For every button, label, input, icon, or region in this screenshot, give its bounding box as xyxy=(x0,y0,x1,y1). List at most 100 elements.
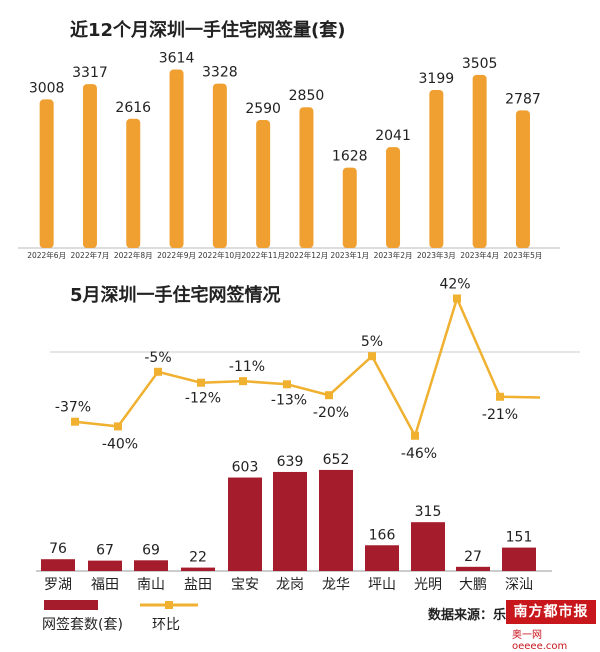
district-bar-10 xyxy=(456,566,490,571)
x-tick-label-11: 2023年4月 xyxy=(460,250,499,260)
district-bar-8 xyxy=(365,545,399,571)
line-point-10 xyxy=(453,294,461,303)
bar-value-label-7: 2850 xyxy=(289,88,325,104)
district-value-label-8: 166 xyxy=(369,527,396,543)
bar-12 xyxy=(515,110,530,248)
bar-10 xyxy=(429,89,444,249)
district-tick-label-8: 坪山 xyxy=(368,577,396,593)
x-tick-label-12: 2023年5月 xyxy=(504,250,543,260)
line-point-8 xyxy=(368,352,376,361)
district-bar-chart: 76 罗湖 67 福田 69 南山 22 盐田 603 宝安 639 龙岗 652 龙华 166 坪山 315 光… xyxy=(36,452,552,593)
mom-series-line xyxy=(74,294,541,439)
bar-4 xyxy=(169,69,184,248)
data-source: 数据来源：乐有 xyxy=(428,608,520,623)
bar-1 xyxy=(39,99,54,248)
bar-value-label-6: 2590 xyxy=(245,101,281,117)
bar-value-label-9: 2041 xyxy=(375,128,411,144)
bar-7 xyxy=(299,107,314,249)
district-value-label-6: 639 xyxy=(277,454,304,470)
line-point-7 xyxy=(325,391,333,400)
line-point-11 xyxy=(496,392,504,401)
district-value-label-11: 151 xyxy=(506,530,533,546)
district-bar-9 xyxy=(411,522,445,571)
line-point-4 xyxy=(197,378,205,387)
line-value-label-8: 5% xyxy=(361,334,383,350)
district-bar-3 xyxy=(134,560,168,571)
line-value-label-2: -40% xyxy=(102,436,138,452)
district-value-label-1: 76 xyxy=(49,541,67,557)
district-value-label-10: 27 xyxy=(464,549,482,565)
district-bar-4 xyxy=(181,567,215,571)
district-tick-label-2: 福田 xyxy=(91,577,119,593)
monthly-bar-chart: 3008 2022年6月 3317 2022年7月 2616 2022年8月 3614 202… xyxy=(18,50,560,260)
district-bar-7 xyxy=(319,469,353,571)
x-tick-label-8: 2023年1月 xyxy=(330,250,369,260)
district-tick-label-7: 龙华 xyxy=(322,577,350,593)
legend-bar-swatch xyxy=(44,600,98,610)
bar-value-label-5: 3328 xyxy=(202,65,238,81)
district-bar-1 xyxy=(41,559,75,571)
district-bar-11 xyxy=(502,547,536,571)
district-bar-5 xyxy=(228,477,262,571)
legend-line-label: 环比 xyxy=(152,617,180,633)
district-tick-label-4: 盐田 xyxy=(184,577,212,593)
x-tick-label-4: 2022年9月 xyxy=(157,250,196,260)
bar-8 xyxy=(342,167,357,248)
bar-value-label-1: 3008 xyxy=(29,80,65,96)
line-value-label-4: -12% xyxy=(185,391,221,407)
chart-title-district: 5月深圳一手住宅网签情况 xyxy=(70,285,281,306)
district-value-label-4: 22 xyxy=(189,550,207,566)
district-value-label-2: 67 xyxy=(96,543,114,559)
district-tick-label-9: 光明 xyxy=(414,577,442,593)
bar-11 xyxy=(472,74,487,248)
line-value-label-5: -11% xyxy=(229,359,265,375)
line-value-label-1: -37% xyxy=(55,400,91,416)
newspaper-logo: 南方都市报 xyxy=(506,600,596,624)
district-tick-label-6: 龙岗 xyxy=(276,577,304,593)
district-tick-label-1: 罗湖 xyxy=(44,577,72,593)
bar-value-label-2: 3317 xyxy=(72,65,108,81)
mom-line-chart: -37% -40% -5% -12% -11% -13% -20% 5% -46% 42% -21% xyxy=(50,276,580,460)
x-tick-label-9: 2023年2月 xyxy=(374,250,413,260)
line-point-3 xyxy=(154,367,162,376)
district-bar-6 xyxy=(273,471,307,571)
bar-value-label-8: 1628 xyxy=(332,149,368,165)
bar-value-label-10: 3199 xyxy=(419,71,455,87)
x-tick-label-6: 2022年11月 xyxy=(241,250,285,260)
x-tick-label-10: 2023年3月 xyxy=(417,250,456,260)
bar-3 xyxy=(126,118,141,249)
district-bar-2 xyxy=(88,560,122,571)
line-point-1 xyxy=(71,417,79,426)
district-tick-label-3: 南山 xyxy=(137,577,165,593)
line-point-9 xyxy=(411,431,419,440)
line-value-label-7: -20% xyxy=(313,405,349,421)
district-tick-label-11: 深汕 xyxy=(505,577,533,593)
bar-value-label-3: 2616 xyxy=(115,100,151,116)
bar-value-label-4: 3614 xyxy=(159,50,195,66)
line-point-2 xyxy=(114,422,122,431)
legend-bar-label: 网签套数(套) xyxy=(42,617,123,633)
x-tick-label-5: 2022年10月 xyxy=(198,250,242,260)
x-tick-label-3: 2022年8月 xyxy=(114,250,153,260)
district-value-label-9: 315 xyxy=(415,504,442,520)
chart-title-monthly: 近12个月深圳一手住宅网签量(套) xyxy=(70,20,346,41)
x-tick-label-1: 2022年6月 xyxy=(27,250,66,260)
x-tick-label-2: 2022年7月 xyxy=(71,250,110,260)
bar-9 xyxy=(386,147,401,248)
line-value-label-9: -46% xyxy=(401,446,437,460)
bar-6 xyxy=(256,120,271,248)
x-tick-label-7: 2022年12月 xyxy=(285,250,329,260)
bar-2 xyxy=(82,84,97,248)
line-point-6 xyxy=(283,380,291,389)
line-value-label-6: -13% xyxy=(271,392,307,408)
district-value-label-7: 652 xyxy=(323,452,350,468)
district-value-label-3: 69 xyxy=(142,542,160,558)
line-point-5 xyxy=(239,377,247,386)
logo-subtitle: 奥一网 oeeee.com xyxy=(512,630,568,652)
line-value-label-11: -21% xyxy=(482,407,518,423)
district-tick-label-10: 大鹏 xyxy=(459,577,487,593)
bar-value-label-12: 2787 xyxy=(505,91,541,107)
district-tick-label-5: 宝安 xyxy=(231,577,259,593)
legend-line-swatch xyxy=(140,601,198,609)
bar-value-label-11: 3505 xyxy=(462,56,498,72)
